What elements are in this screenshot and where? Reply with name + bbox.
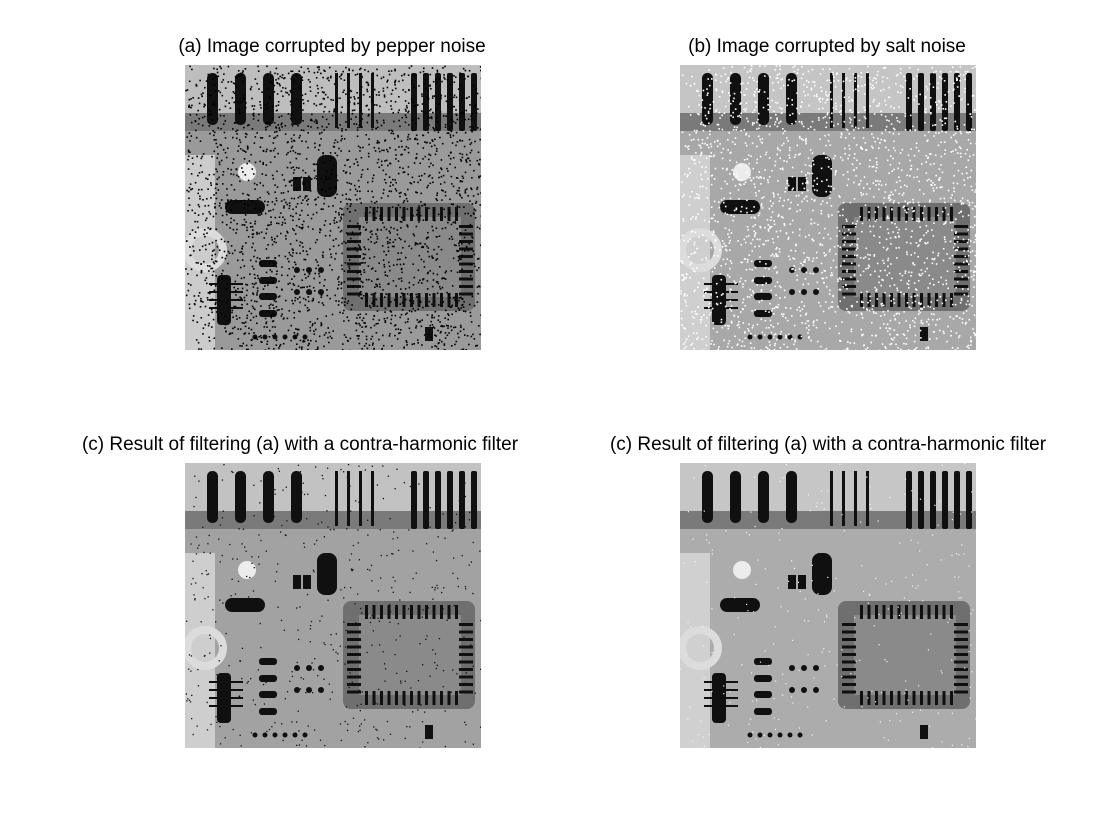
circuit-image-salt-noise bbox=[680, 65, 976, 350]
circuit-image-pepper-noise bbox=[185, 65, 481, 350]
panel-title-b: (b) Image corrupted by salt noise bbox=[688, 36, 966, 57]
circuit-image-filtered-c bbox=[185, 463, 481, 748]
panel-title-c: (c) Result of filtering (a) with a contr… bbox=[81, 434, 519, 455]
panel-title-d: (c) Result of filtering (a) with a contr… bbox=[609, 434, 1047, 455]
panel-title-a: (a) Image corrupted by pepper noise bbox=[178, 36, 486, 57]
circuit-image-filtered-d bbox=[680, 463, 976, 748]
